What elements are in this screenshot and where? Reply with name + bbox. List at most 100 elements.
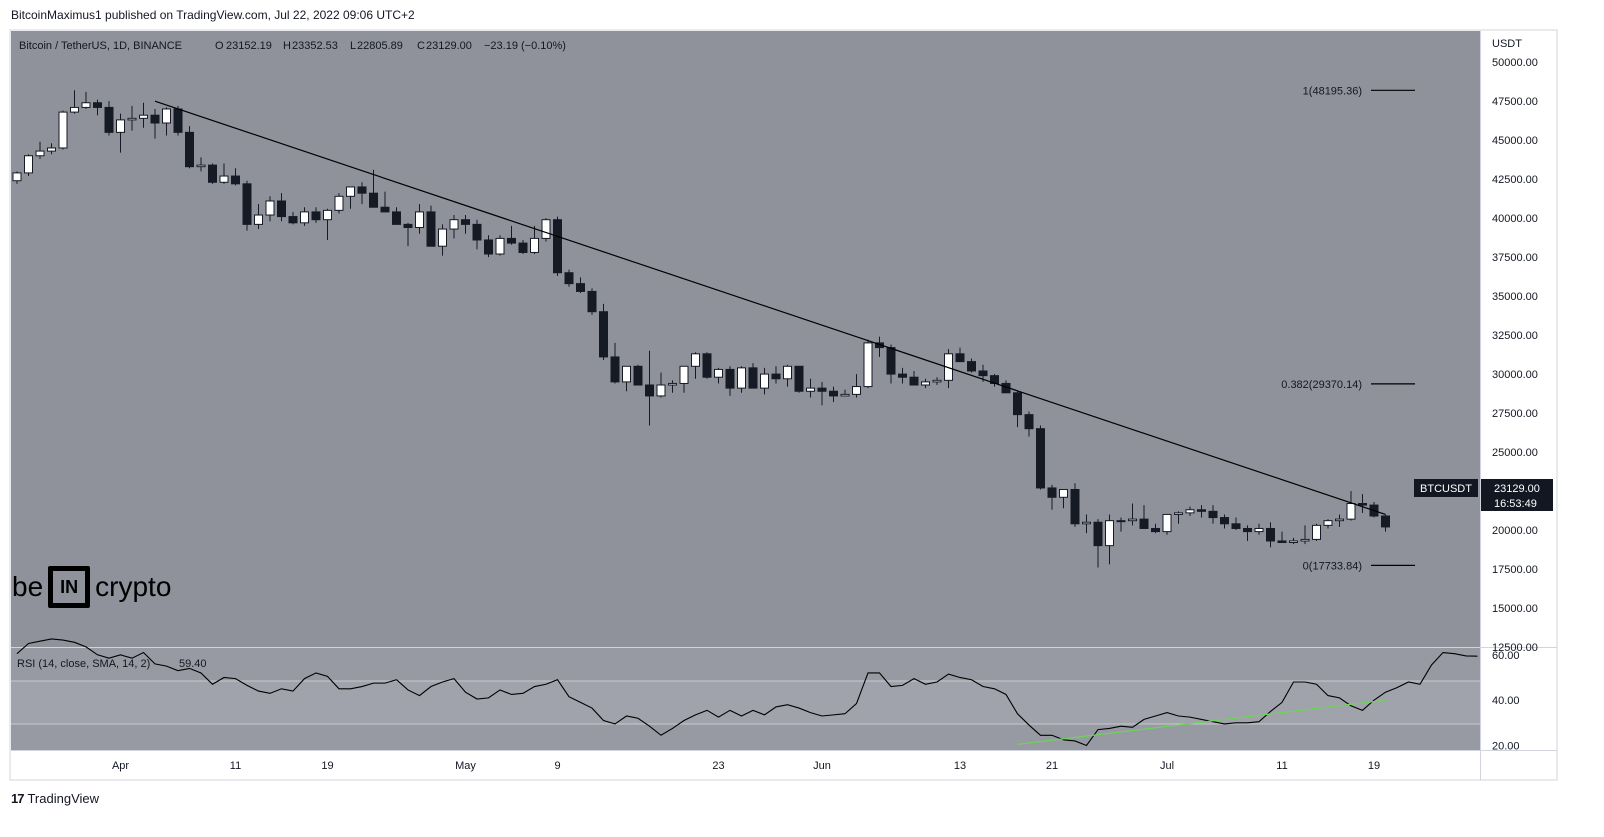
candle [794, 365, 804, 393]
beincrypto-watermark: be IN crypto [12, 566, 171, 608]
candle [564, 269, 574, 287]
candle [633, 364, 643, 386]
rsi-axis-tick: 20.00 [1492, 740, 1520, 752]
candle [116, 113, 125, 153]
candle [1185, 506, 1195, 517]
descending-resistance-line [154, 100, 1386, 516]
candle [139, 102, 148, 128]
candle [472, 219, 482, 250]
candle [783, 364, 792, 387]
current-price-tag: 23129.00 [1494, 483, 1540, 495]
ohlc-low-label: L [350, 40, 356, 52]
candle [150, 108, 160, 139]
candle [1312, 523, 1321, 541]
candle [12, 171, 22, 184]
ticker-badge: BTCUSDT [1420, 483, 1472, 495]
candle [610, 342, 620, 384]
candle [1128, 503, 1137, 526]
candle [1300, 525, 1310, 545]
candle [495, 235, 505, 256]
tradingview-footer[interactable]: 17 TradingView [11, 791, 99, 806]
time-axis-tick: 13 [954, 760, 966, 772]
candle [1358, 494, 1367, 513]
candle [403, 222, 413, 247]
candle [921, 378, 930, 389]
candle [1151, 523, 1160, 534]
ohlc-close-label: C [417, 40, 425, 52]
candle [507, 225, 516, 245]
candle [691, 352, 700, 379]
candle [265, 196, 275, 222]
candle [93, 99, 102, 116]
candle [1335, 514, 1344, 527]
candle [1254, 523, 1264, 535]
watermark-be: be [12, 571, 44, 602]
candle [242, 180, 252, 231]
price-axis-tick: 20000.00 [1492, 525, 1538, 537]
candle [300, 207, 309, 226]
candle [725, 366, 735, 396]
candle [748, 363, 758, 389]
rsi-axis-tick: 60.00 [1492, 650, 1520, 662]
rsi-value: 59.40 [179, 658, 207, 670]
candle [346, 186, 355, 209]
candle [1036, 425, 1045, 490]
candle [530, 225, 539, 255]
candle [955, 347, 965, 363]
candle [323, 208, 332, 240]
candle [840, 389, 850, 397]
candle [656, 372, 666, 398]
rsi-line [16, 638, 1478, 747]
candle [714, 367, 723, 384]
ohlc-change: −23.19 (−0.10%) [484, 40, 566, 52]
candle [357, 182, 367, 205]
ohlc-open: 23152.19 [226, 40, 272, 52]
candle [162, 107, 171, 136]
price-axis-tick: 50000.00 [1492, 57, 1538, 69]
price-axis-tick: 15000.00 [1492, 603, 1538, 615]
price-axis-tick: 47500.00 [1492, 96, 1538, 108]
price-axis-tick: 17500.00 [1492, 564, 1538, 576]
rsi-divergence-line [1017, 699, 1386, 745]
candle [1082, 514, 1091, 534]
candle [1277, 531, 1287, 544]
candle [70, 90, 79, 114]
candle [587, 288, 597, 315]
candle [1220, 514, 1229, 529]
ohlc-close: 23129.00 [426, 40, 472, 52]
candle [806, 378, 815, 398]
candle [35, 141, 45, 159]
time-axis-tick: May [455, 760, 476, 772]
candle [369, 169, 378, 208]
candle [231, 168, 240, 186]
fib-level-0382-label: 0.382(29370.14) [1281, 379, 1362, 391]
candle [208, 163, 217, 184]
candle [484, 235, 493, 258]
time-axis-tick: Jul [1160, 760, 1174, 772]
price-axis-tick: 25000.00 [1492, 447, 1538, 459]
candle [1162, 513, 1172, 535]
candle [760, 367, 769, 395]
candle [852, 374, 861, 398]
candle [1197, 505, 1206, 518]
candle [334, 193, 344, 214]
candle [58, 110, 68, 150]
candle [127, 105, 137, 131]
publish-header: BitcoinMaximus1 published on TradingView… [11, 8, 415, 22]
time-axis-tick: 9 [554, 760, 560, 772]
candle [1231, 517, 1241, 531]
candle [1093, 519, 1103, 568]
candle [622, 365, 631, 392]
price-axis-tick: 27500.00 [1492, 408, 1538, 420]
candle [104, 101, 114, 136]
candle [645, 350, 654, 426]
candle [679, 365, 689, 393]
candle [380, 191, 390, 213]
time-axis-tick: Apr [112, 760, 129, 772]
candle [909, 370, 919, 386]
candle [1013, 391, 1022, 428]
price-axis-tick: 30000.00 [1492, 369, 1538, 381]
candle [1323, 519, 1333, 529]
candle [737, 366, 746, 393]
tradingview-logo-icon: 17 [11, 791, 25, 806]
